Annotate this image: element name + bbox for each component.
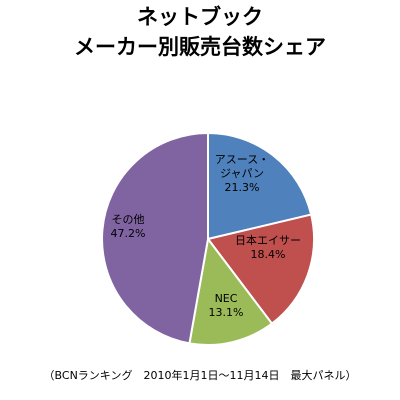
slice-value-label: 21.3% — [225, 181, 260, 194]
slice-value-label: 18.4% — [251, 248, 286, 261]
pie-slice — [101, 132, 209, 345]
chart-title-line-2: メーカー別販売台数シェア — [74, 35, 326, 59]
slice-name-label: NEC — [215, 292, 238, 305]
pie-slice — [207, 132, 313, 240]
pie-slice — [207, 213, 316, 325]
chart-title-line-1: ネットブック — [137, 5, 263, 29]
slice-value-label: 47.2% — [111, 227, 146, 240]
slice-value-label: 13.1% — [209, 306, 244, 319]
chart-footnote: （BCNランキング 2010年1月1日～11月14日 最大パネル） — [43, 369, 357, 382]
pie-slice — [188, 238, 273, 346]
slice-name-label: その他 — [112, 213, 145, 226]
slice-name-label: 日本エイサー — [235, 233, 301, 247]
pie-slices — [101, 132, 316, 346]
slice-name-label: ジャパン — [220, 167, 264, 180]
slice-name-label: アスース・ — [215, 153, 269, 166]
